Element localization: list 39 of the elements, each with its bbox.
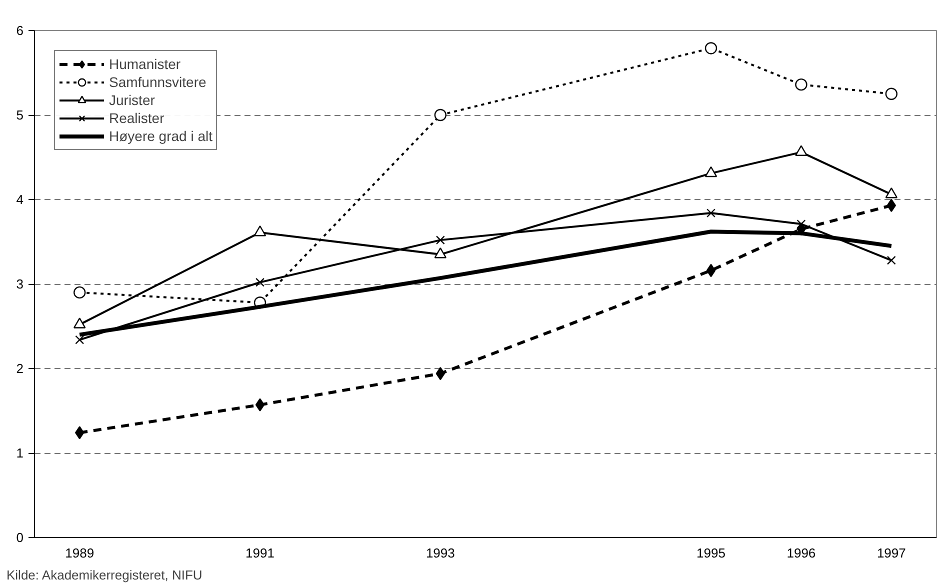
legend-label: Realister: [109, 109, 164, 127]
point: [436, 236, 445, 245]
point: [255, 398, 265, 412]
x-tick-label: 1996: [786, 546, 816, 560]
x-tick-label: 1995: [696, 546, 726, 560]
point: [704, 166, 718, 178]
point: [75, 335, 84, 344]
legend-label: Høyere grad i alt: [109, 127, 212, 145]
point: [706, 264, 716, 278]
y-tick-label: 5: [16, 108, 24, 122]
point: [885, 187, 898, 198]
point: [886, 256, 896, 265]
legend-label: Humanister: [109, 55, 181, 73]
x-tick-label: 1993: [426, 546, 455, 560]
y-tick-label: 2: [16, 361, 24, 376]
point: [885, 88, 898, 100]
x-tick-label: 1989: [65, 546, 94, 560]
point: [796, 220, 806, 228]
point: [74, 286, 86, 299]
y-tick-label: 4: [16, 192, 24, 207]
y-tick-label: 3: [16, 276, 24, 292]
point: [254, 226, 266, 236]
point: [434, 247, 446, 258]
point: [795, 78, 808, 91]
point: [74, 318, 86, 328]
text: Kilde: Akademikerregisteret, NIFU: [6, 568, 202, 582]
x-tick-label: 1991: [246, 546, 274, 560]
legend-label: Samfunnsvitere: [109, 73, 206, 91]
legend-label: Jurister: [109, 91, 155, 109]
point: [706, 208, 716, 218]
point: [75, 426, 84, 440]
point: [256, 278, 264, 287]
y-tick-label: 6: [16, 23, 24, 38]
y-tick-label: 1: [16, 446, 24, 460]
x-tick-label: 1997: [876, 546, 906, 560]
y-tick-label: 0: [16, 530, 24, 545]
point: [795, 145, 808, 156]
point: [704, 42, 718, 54]
point: [434, 108, 446, 122]
